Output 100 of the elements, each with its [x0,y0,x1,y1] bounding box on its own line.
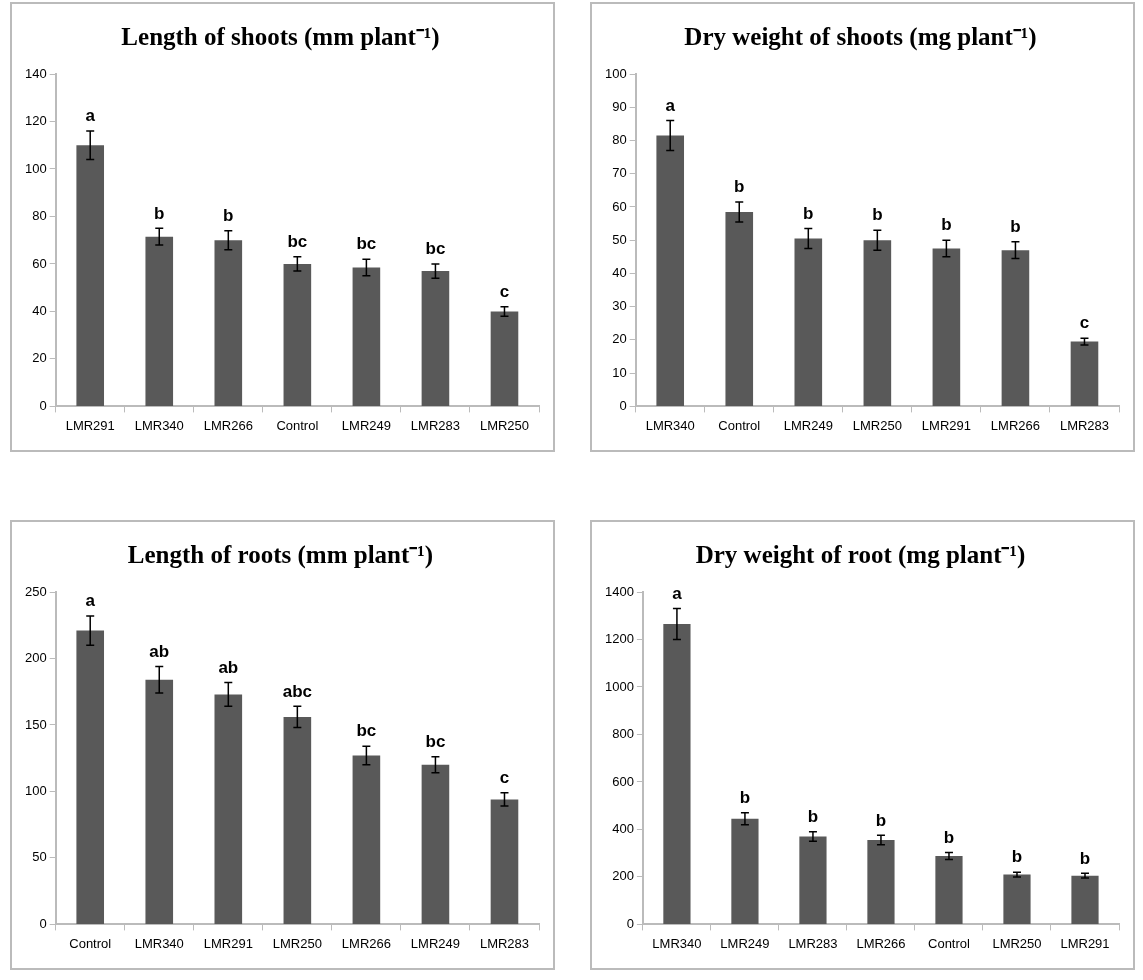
y-tick-label: 100 [604,65,627,81]
x-tick-label: LMR250 [992,935,1042,951]
bar [663,624,691,924]
x-tick-label: LMR340 [652,935,702,951]
bar [421,271,450,406]
y-tick-label: 80 [32,208,47,224]
annotation: b [223,205,234,225]
y-tick-label: 50 [32,849,47,865]
annotation: b [739,788,751,807]
annotation: ab [218,657,239,677]
y-tick-label: 100 [24,160,47,176]
y-tick-label: 10 [612,364,627,380]
annotation: b [807,806,819,826]
y-tick-label: 200 [612,868,634,884]
bar [76,145,105,406]
x-tick-label: LMR250 [479,417,530,433]
annotation: b [872,205,883,225]
y-tick-label: 200 [24,650,47,666]
annotation: a [85,106,96,126]
y-tick-label: 400 [612,821,634,837]
x-tick-label: LMR283 [788,935,838,951]
bar [283,263,312,406]
annotation: b [154,203,165,223]
bar [867,840,895,924]
x-tick-label: LMR283 [410,417,460,433]
x-tick-label: LMR340 [134,935,184,951]
bar [421,764,450,924]
annotation: b [803,203,814,223]
bar [214,694,243,924]
y-tick-label: 150 [24,716,47,732]
chart-title: Dry weight of root (mg plant⁻¹) [695,541,1026,570]
y-tick-label: 60 [32,255,47,271]
y-tick-label: 30 [612,298,627,314]
chart-title: Length of roots (mm plant⁻¹) [127,541,434,570]
bar [145,236,174,406]
x-tick-label: LMR266 [990,417,1040,433]
annotation: c [499,767,510,787]
bar [1001,250,1030,406]
y-tick-label: 20 [32,350,47,366]
annotation: b [1079,848,1091,868]
annotation: c [1079,313,1090,333]
y-tick-label: 60 [612,198,627,214]
y-tick-label: 70 [612,165,627,181]
annotation: bc [425,239,446,259]
x-tick-label: LMR250 [852,417,902,433]
annotation: bc [356,234,377,254]
bar [731,818,759,924]
x-tick-label: LMR266 [856,935,906,951]
annotation: b [941,215,952,235]
annotation: b [1010,217,1021,237]
bar [794,238,823,406]
bar [863,240,892,406]
bar [283,716,312,924]
bar [1003,874,1031,924]
chart-title: Length of shoots (mm plant⁻¹) [121,23,440,52]
x-tick-label: LMR266 [341,935,391,951]
y-tick-label: 0 [39,397,47,413]
bar [352,267,381,406]
x-tick-label: Control [718,417,761,433]
y-tick-label: 20 [612,331,627,347]
x-tick-label: LMR250 [272,935,322,951]
x-tick-label: Control [69,935,112,951]
y-tick-label: 40 [32,303,47,319]
annotation: b [734,177,745,197]
annotation: b [875,810,887,830]
y-tick-label: 0 [626,915,634,931]
x-tick-label: LMR291 [65,417,115,433]
y-tick-label: 40 [612,265,627,281]
y-tick-label: 80 [612,132,627,148]
annotation: c [499,281,510,301]
x-tick-label: LMR266 [203,417,253,433]
y-tick-label: 120 [24,113,47,129]
bar [145,679,174,924]
x-tick-label: LMR249 [341,417,391,433]
x-tick-label: LMR283 [1059,417,1110,433]
chart-title: Dry weight of shoots (mg plant⁻¹) [684,23,1037,52]
x-tick-label: LMR283 [479,935,530,951]
x-tick-label: Control [928,935,971,951]
annotation: bc [287,232,308,252]
y-tick-label: 800 [612,726,634,742]
annotation: ab [149,641,170,661]
x-tick-label: LMR249 [720,935,770,951]
annotation: abc [282,681,312,701]
x-tick-label: Control [276,417,319,433]
bar [76,630,105,924]
x-tick-label: LMR291 [203,935,253,951]
annotation: a [665,95,676,115]
y-tick-label: 90 [612,98,627,114]
y-tick-label: 250 [24,583,47,599]
y-tick-label: 600 [612,773,634,789]
bar [214,240,243,406]
annotation: bc [356,721,377,741]
bar [352,755,381,924]
bar [656,135,685,406]
annotation: b [943,827,955,847]
bar [490,799,519,924]
x-tick-label: LMR249 [783,417,833,433]
y-tick-label: 0 [39,915,47,931]
y-tick-label: 0 [619,397,627,413]
x-tick-label: LMR249 [410,935,460,951]
